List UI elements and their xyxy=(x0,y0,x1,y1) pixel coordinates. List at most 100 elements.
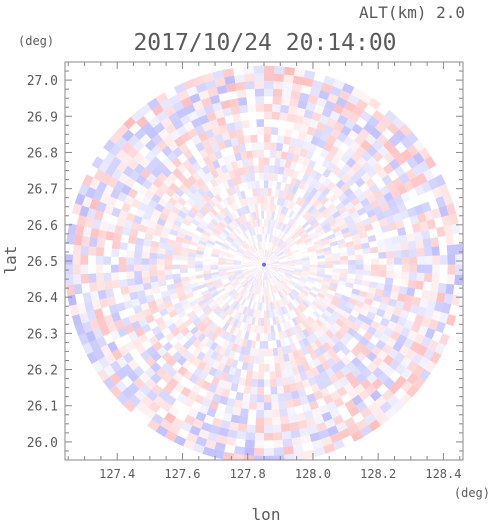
radar-cell xyxy=(189,93,201,104)
radar-cell xyxy=(356,226,366,234)
radar-cell xyxy=(377,145,390,158)
radar-cell xyxy=(182,159,193,170)
radar-cell xyxy=(343,417,356,429)
radar-cell xyxy=(304,133,314,144)
radar-cell xyxy=(181,242,191,249)
radar-cell xyxy=(295,138,305,149)
radar-cell xyxy=(218,173,227,183)
radar-cell xyxy=(392,399,405,413)
radar-cell xyxy=(435,196,446,208)
radar-cell xyxy=(388,158,401,171)
radar-cell xyxy=(322,177,332,188)
x-tick-label: 127.6 xyxy=(164,467,200,481)
radar-cell xyxy=(283,183,291,192)
y-tick-label: 27.0 xyxy=(27,74,58,89)
radar-cell xyxy=(305,344,314,354)
radar-cell xyxy=(282,305,289,314)
radar-cell xyxy=(398,234,408,244)
radar-cell xyxy=(99,221,109,232)
radar-cell xyxy=(209,400,220,411)
radar-cell xyxy=(204,318,213,328)
radar-cell xyxy=(210,261,219,265)
radar-cell xyxy=(243,270,251,276)
radar-cell xyxy=(176,125,188,137)
radar-cell xyxy=(290,90,301,100)
radar-cell xyxy=(359,425,373,437)
radar-cell xyxy=(284,295,291,304)
radar-cell xyxy=(264,363,270,372)
radar-cell xyxy=(294,357,303,367)
radar-cell xyxy=(328,285,337,293)
radar-cell xyxy=(302,77,314,88)
radar-cell xyxy=(226,373,235,383)
altitude-label: ALT(km) 2.0 xyxy=(359,3,465,22)
radar-cell xyxy=(259,295,263,303)
radar-cell xyxy=(209,94,221,105)
radar-cell xyxy=(365,133,377,146)
radar-cell xyxy=(219,124,229,134)
radar-cell xyxy=(287,414,298,424)
radar-cell xyxy=(315,227,324,235)
radar-cell xyxy=(255,251,261,259)
radar-cell xyxy=(233,263,242,265)
radar-cell xyxy=(205,338,214,349)
radar-cell xyxy=(296,283,304,290)
radar-cell xyxy=(237,337,245,346)
radar-cell xyxy=(338,428,351,440)
radar-cell xyxy=(445,234,455,246)
radar-cell xyxy=(186,198,196,207)
radar-cell xyxy=(203,270,212,275)
radar-cell xyxy=(330,334,340,345)
radar-cell xyxy=(311,300,320,308)
radar-cell xyxy=(140,350,151,361)
x-axis-label: lon xyxy=(252,505,281,521)
radar-cell xyxy=(115,136,128,150)
radar-cell xyxy=(406,287,416,297)
radar-cell xyxy=(339,272,348,278)
radar-cell xyxy=(292,288,300,296)
radar-cell xyxy=(100,172,112,185)
radar-cell xyxy=(285,285,293,292)
radar-cell xyxy=(127,284,137,294)
radar-cell xyxy=(379,115,393,129)
radar-cell xyxy=(147,97,160,110)
radar-cell xyxy=(279,222,285,231)
radar-cell xyxy=(303,237,312,244)
radar-cell xyxy=(323,377,333,388)
radar-cell xyxy=(321,283,330,290)
radar-cell xyxy=(195,107,207,118)
radar-cell xyxy=(232,375,241,385)
radar-cell xyxy=(139,133,152,146)
radar-cell xyxy=(256,402,264,411)
radar-cell xyxy=(252,219,257,228)
radar-cell xyxy=(277,315,283,324)
radar-cell xyxy=(189,206,199,216)
radar-cell xyxy=(360,139,372,151)
radar-cell xyxy=(209,119,220,129)
radar-cell xyxy=(307,248,316,253)
radar-cell xyxy=(325,306,335,315)
radar-cell xyxy=(311,79,324,90)
radar-cell xyxy=(365,177,376,189)
radar-cell xyxy=(278,267,287,270)
radar-cell xyxy=(82,174,94,187)
radar-cell xyxy=(290,343,297,352)
radar-cell xyxy=(197,222,207,231)
radar-cell xyxy=(146,173,157,184)
radar-cell xyxy=(395,300,405,310)
radar-cell xyxy=(299,124,309,134)
radar-cell xyxy=(395,219,405,229)
radar-cell xyxy=(107,341,119,353)
radar-cell xyxy=(315,213,324,222)
radar-cell xyxy=(156,217,167,227)
radar-cell xyxy=(141,195,152,206)
radar-cell xyxy=(250,245,256,253)
radar-cell xyxy=(156,346,168,357)
x-tick-label: 127.8 xyxy=(230,467,266,481)
radar-cell xyxy=(204,307,213,316)
radar-cell xyxy=(353,383,366,395)
radar-cell xyxy=(403,337,415,349)
radar-cell xyxy=(82,342,94,355)
radar-cell xyxy=(419,298,429,309)
radar-cell xyxy=(250,180,256,190)
